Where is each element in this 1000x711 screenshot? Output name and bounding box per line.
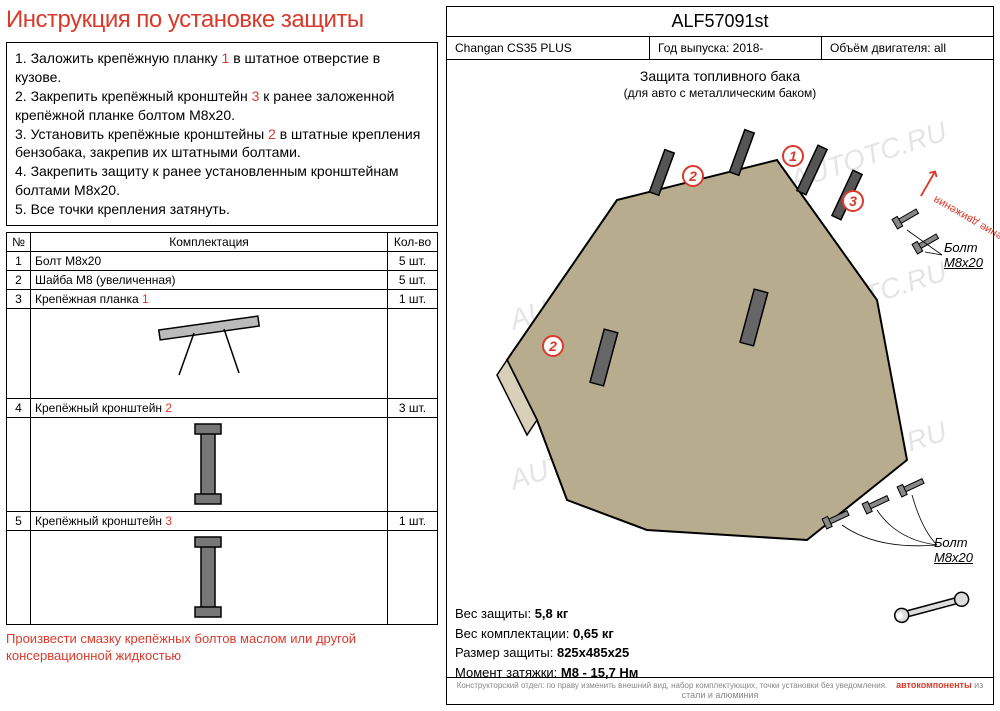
table-row: 4Крепёжный кронштейн 23 шт.	[7, 399, 438, 418]
page-title: Инструкция по установке защиты	[6, 6, 438, 34]
parts-table: № Комплектация Кол-во 1Болт М8х205 шт.2Ш…	[6, 232, 438, 625]
callout-2: 2	[682, 165, 704, 187]
callout-1: 1	[782, 145, 804, 167]
instruction-line: 4. Закрепить защиту к ранее установленны…	[15, 162, 429, 200]
spec-line: Вес защиты: 5,8 кг	[455, 604, 638, 624]
meta-year: Год выпуска: 2018-	[650, 37, 822, 59]
instruction-line: 2. Закрепить крепёжный кронштейн 3 к ран…	[15, 87, 429, 125]
instructions-box: 1. Заложить крепёжную планку 1 в штатное…	[6, 42, 438, 226]
right-header: ALF57091st Changan CS35 PLUS Год выпуска…	[447, 7, 993, 60]
diagram-area: AUTOTC.RU AUTOTC.RU AUTOTC.RU AUTOTC.RU …	[447, 100, 993, 580]
subtitle: Защита топливного бака	[447, 68, 993, 84]
instruction-line: 1. Заложить крепёжную планку 1 в штатное…	[15, 49, 429, 87]
specs-block: Вес защиты: 5,8 кгВес комплектации: 0,65…	[455, 604, 638, 682]
right-panel: ALF57091st Changan CS35 PLUS Год выпуска…	[446, 6, 994, 705]
brand-footer: Конструкторский отдел: по праву изменить…	[447, 677, 993, 700]
footnote: Произвести смазку крепёжных болтов масло…	[6, 631, 438, 665]
product-code: ALF57091st	[447, 7, 993, 37]
bolt-label-bottom: Болт M8x20	[934, 535, 973, 565]
instruction-line: 3. Установить крепёжные кронштейны 2 в ш…	[15, 125, 429, 163]
callout-3: 3	[842, 190, 864, 212]
col-num: №	[7, 233, 31, 252]
table-row: 3Крепёжная планка 11 шт.	[7, 290, 438, 309]
col-qty: Кол-во	[388, 233, 438, 252]
table-row: 2Шайба М8 (увеличенная)5 шт.	[7, 271, 438, 290]
left-panel: Инструкция по установке защиты 1. Заложи…	[6, 6, 446, 705]
subtitle2: (для авто с металлическим баком)	[447, 86, 993, 100]
table-row-image	[7, 309, 438, 399]
meta-model: Changan CS35 PLUS	[447, 37, 650, 59]
fine-print: Конструкторский отдел: по праву изменить…	[457, 681, 888, 690]
callout-2b: 2	[542, 335, 564, 357]
table-row-image	[7, 531, 438, 625]
col-name: Комплектация	[31, 233, 388, 252]
meta-engine: Объём двигателя: all	[822, 37, 993, 59]
bolt-label-top: Болт M8x20	[944, 240, 983, 270]
instruction-line: 5. Все точки крепления затянуть.	[15, 200, 429, 219]
brand: автокомпоненты	[896, 680, 972, 690]
table-row-image	[7, 418, 438, 512]
wrench-icon	[890, 583, 975, 634]
table-row: 1Болт М8х205 шт.	[7, 252, 438, 271]
skid-plate-diagram	[447, 100, 987, 580]
spec-line: Вес комплектации: 0,65 кг	[455, 624, 638, 644]
spec-line: Размер защиты: 825x485x25	[455, 643, 638, 663]
table-row: 5Крепёжный кронштейн 31 шт.	[7, 512, 438, 531]
